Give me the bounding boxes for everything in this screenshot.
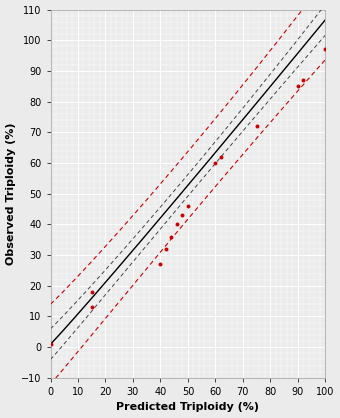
Point (185, 203, 191, 209)
Point (163, 246, 169, 252)
Point (301, 77, 306, 84)
Point (48, 341, 53, 347)
Point (295, 83, 301, 89)
Point (169, 233, 174, 240)
Point (212, 160, 218, 166)
Point (89, 304, 95, 311)
Point (218, 153, 224, 160)
Point (89, 288, 95, 295)
Y-axis label: Observed Triploidy (%): Observed Triploidy (%) (5, 122, 16, 265)
Point (158, 261, 163, 268)
Point (254, 123, 259, 130)
X-axis label: Predicted Triploidy (%): Predicted Triploidy (%) (116, 403, 259, 413)
Point (323, 46, 328, 53)
Point (180, 212, 185, 219)
Point (174, 221, 180, 228)
